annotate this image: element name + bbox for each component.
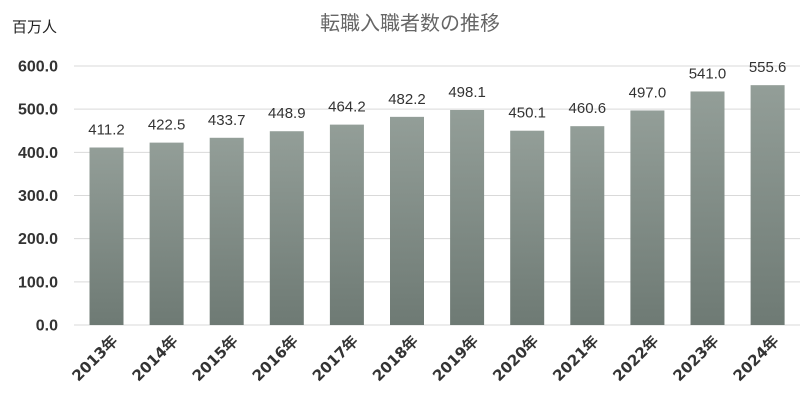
data-label: 555.6: [749, 59, 787, 76]
y-tick-label: 500.0: [18, 102, 58, 119]
bar-2013年: [89, 147, 124, 325]
bar-2019年: [450, 109, 485, 325]
data-label: 497.0: [629, 84, 667, 101]
x-tick-label: 2014年: [129, 332, 182, 385]
data-label: 433.7: [208, 112, 246, 129]
y-tick-label: 100.0: [18, 274, 58, 291]
x-tick-label: 2018年: [369, 332, 422, 385]
data-labels: 411.2 422.5 433.7 448.9 464.2 482.2 498.1 450.1…: [88, 59, 786, 138]
x-tick-label: 2015年: [189, 332, 242, 385]
x-tick-label: 2016年: [249, 332, 302, 385]
bar-2023年: [690, 91, 725, 326]
x-tick-label: 2020年: [489, 332, 542, 385]
x-tick-label: 2021年: [549, 332, 602, 385]
data-label: 450.1: [508, 105, 546, 122]
x-tick-label: 2017年: [309, 332, 362, 385]
bar-2024年: [750, 85, 785, 325]
bar-2021年: [570, 126, 605, 325]
x-tick-label: 2022年: [609, 332, 662, 385]
x-tick-label: 2019年: [429, 332, 482, 385]
y-axis-ticks: 0.0 100.0 200.0 300.0 400.0 500.0 600.0: [18, 59, 58, 335]
x-tick-label: 2024年: [730, 332, 783, 385]
x-tick-label: 2013年: [68, 332, 121, 385]
bar-2014年: [149, 142, 184, 325]
data-label: 460.6: [569, 100, 607, 117]
data-label: 422.5: [148, 117, 186, 134]
gridlines: [74, 65, 800, 326]
y-tick-label: 300.0: [18, 188, 58, 205]
y-tick-label: 0.0: [36, 318, 58, 335]
bar-2015年: [209, 137, 244, 325]
chart-title: 転職入職者数の推移: [320, 11, 500, 35]
data-label: 482.2: [388, 91, 426, 108]
y-tick-label: 200.0: [18, 231, 58, 248]
data-label: 464.2: [328, 99, 366, 116]
data-label: 411.2: [88, 121, 124, 138]
x-tick-label: 2023年: [669, 332, 722, 385]
bar-2020年: [510, 130, 545, 325]
bar-2018年: [390, 116, 424, 325]
data-label: 448.9: [268, 105, 306, 122]
x-axis-ticks: 2013年 2014年 2015年 2016年 2017年 2018年 2019年 2020年…: [68, 332, 782, 385]
bars: [89, 85, 785, 326]
bar-2022年: [630, 110, 665, 325]
data-label: 498.1: [448, 84, 486, 101]
bar-2016年: [269, 131, 304, 325]
y-tick-label: 600.0: [18, 59, 58, 76]
bar-2017年: [329, 124, 364, 325]
data-label: 541.0: [689, 65, 727, 82]
y-axis-unit: 百万人: [12, 18, 57, 36]
y-tick-label: 400.0: [18, 145, 58, 162]
